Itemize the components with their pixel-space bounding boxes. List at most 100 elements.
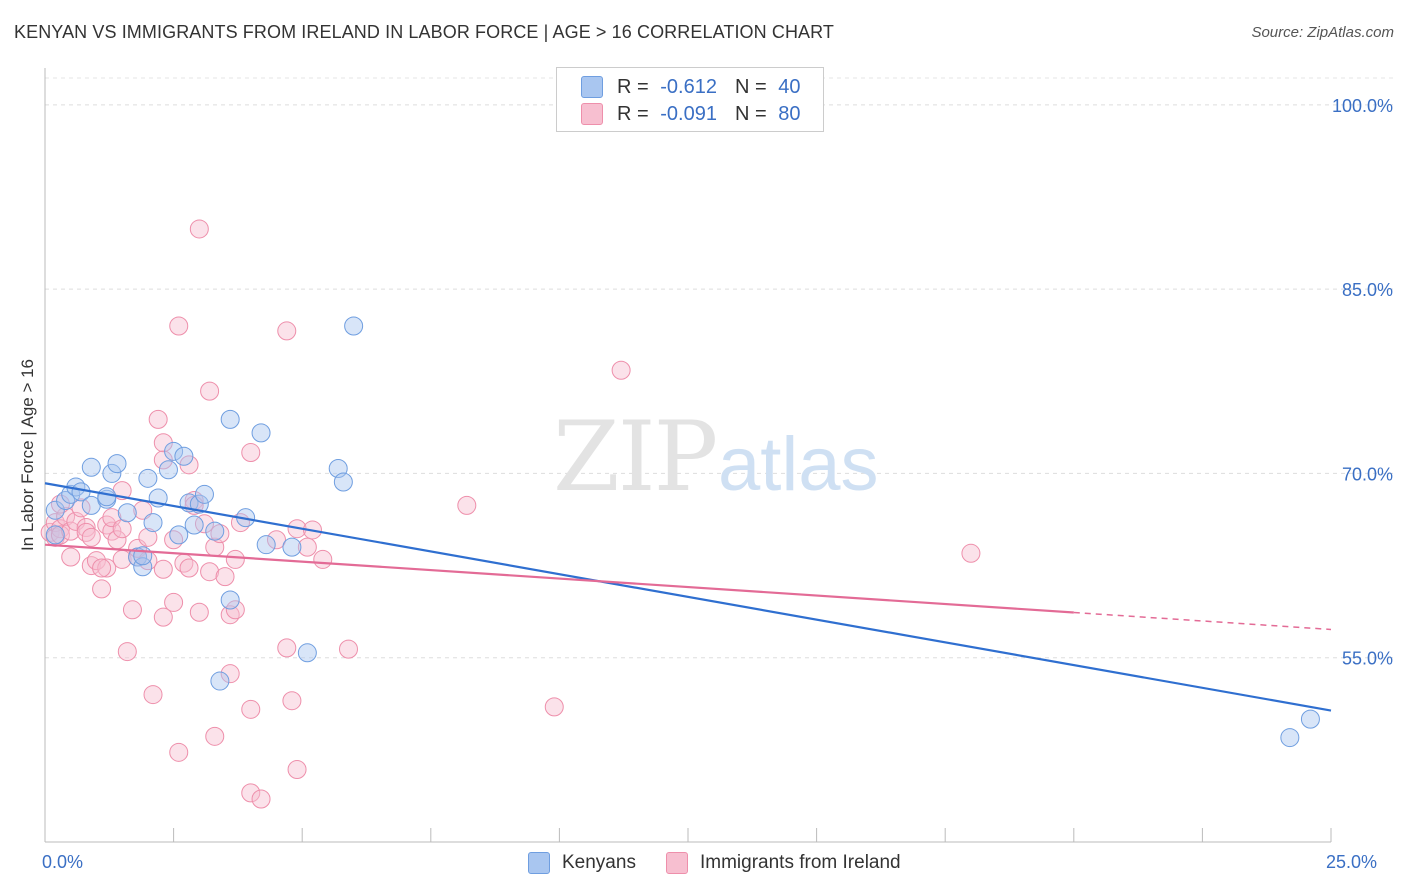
data-point <box>61 547 81 567</box>
trend-lines <box>44 482 1332 712</box>
data-point <box>457 495 477 515</box>
data-point <box>611 360 631 380</box>
legend-n-value: 80 <box>778 102 801 125</box>
data-point <box>333 472 353 492</box>
data-point <box>112 519 132 539</box>
data-point <box>138 468 158 488</box>
gridlines <box>45 77 1393 659</box>
watermark-zip: ZIP <box>553 401 716 513</box>
data-point <box>184 515 204 535</box>
y-tick-label: 100.0% <box>1332 96 1393 116</box>
data-point <box>256 535 276 555</box>
data-point <box>164 441 184 461</box>
data-point <box>179 558 199 578</box>
data-point <box>961 543 981 563</box>
x-axis-min-label: 0.0% <box>42 852 84 872</box>
legend-swatch-kenyans <box>581 76 603 98</box>
y-tick-label: 85.0% <box>1342 280 1393 300</box>
data-point <box>117 503 137 523</box>
data-point <box>143 685 163 705</box>
data-point <box>277 321 297 341</box>
data-point <box>194 514 214 534</box>
bottom-legend-ireland: Immigrants from Ireland <box>666 852 901 874</box>
data-point <box>225 549 245 569</box>
data-point <box>169 525 189 545</box>
bottom-legend-swatch-kenyans <box>528 852 550 874</box>
data-point <box>45 525 65 545</box>
data-point <box>169 316 189 336</box>
legend-n-value: 40 <box>778 75 801 98</box>
data-point <box>133 557 153 577</box>
data-point <box>143 513 163 533</box>
data-point <box>225 600 245 620</box>
data-point <box>56 490 76 510</box>
data-point <box>241 783 261 803</box>
data-point <box>76 517 96 537</box>
data-point <box>164 592 184 612</box>
data-point <box>169 742 189 762</box>
data-point <box>297 643 317 663</box>
data-point <box>189 602 209 622</box>
y-axis-label: In Labor Force | Age > 16 <box>18 358 37 552</box>
data-point <box>92 579 112 599</box>
data-point <box>313 549 333 569</box>
y-tick-label: 70.0% <box>1342 464 1393 484</box>
data-point <box>200 562 220 582</box>
data-point <box>122 600 142 620</box>
series-kenyans-points <box>45 316 1320 748</box>
bottom-legend-swatch-ireland <box>666 852 688 874</box>
data-point <box>282 691 302 711</box>
data-point <box>92 558 112 578</box>
data-point <box>158 460 178 480</box>
x-axis-max-label: 25.0% <box>1326 852 1378 872</box>
chart-title: KENYAN VS IMMIGRANTS FROM IRELAND IN LAB… <box>14 22 835 42</box>
legend-r-value: -0.612 <box>660 75 717 98</box>
data-point <box>220 409 240 429</box>
data-point <box>133 546 153 566</box>
data-point <box>153 607 173 627</box>
data-point <box>117 642 137 662</box>
trend-line-extension <box>1073 611 1332 631</box>
data-point <box>210 524 230 544</box>
data-point <box>544 697 564 717</box>
correlation-legend: R = -0.612 N = 40 R = -0.091 N = 80 <box>556 67 824 132</box>
watermark-atlas: atlas <box>718 422 879 507</box>
data-point <box>282 537 302 557</box>
data-point <box>97 487 117 507</box>
bottom-legend-label-ireland: Immigrants from Ireland <box>700 852 901 873</box>
data-point <box>287 760 307 780</box>
data-point <box>338 639 358 659</box>
data-point <box>81 527 101 547</box>
data-point <box>189 219 209 239</box>
data-point <box>56 506 76 526</box>
data-point <box>153 559 173 579</box>
data-point <box>215 567 235 587</box>
data-point <box>241 699 261 719</box>
data-point <box>1300 709 1320 729</box>
bottom-legend-kenyans: Kenyans <box>528 852 636 874</box>
bottom-legend-label-kenyans: Kenyans <box>562 852 636 873</box>
source-label: Source: ZipAtlas.com <box>1251 24 1394 41</box>
legend-row-ireland: R = -0.091 N = 80 <box>581 101 800 127</box>
y-tick-labels: 100.0% 85.0% 70.0% 55.0% <box>1332 96 1393 669</box>
data-point <box>102 463 122 483</box>
data-point <box>107 454 127 474</box>
data-point <box>97 558 117 578</box>
legend-row-kenyans: R = -0.612 N = 40 <box>581 74 800 100</box>
data-point <box>210 671 230 691</box>
data-point <box>61 521 81 541</box>
trend-line <box>44 543 1074 614</box>
data-point <box>200 381 220 401</box>
legend-swatch-ireland <box>581 103 603 125</box>
data-point <box>50 525 70 545</box>
y-tick-label: 55.0% <box>1342 649 1393 669</box>
data-point <box>205 521 225 541</box>
data-point <box>205 726 225 746</box>
data-point <box>344 316 364 336</box>
trend-line <box>44 482 1332 712</box>
legend-r-value: -0.091 <box>660 102 717 125</box>
data-point <box>1280 728 1300 748</box>
data-point <box>251 789 271 809</box>
data-point <box>220 590 240 610</box>
